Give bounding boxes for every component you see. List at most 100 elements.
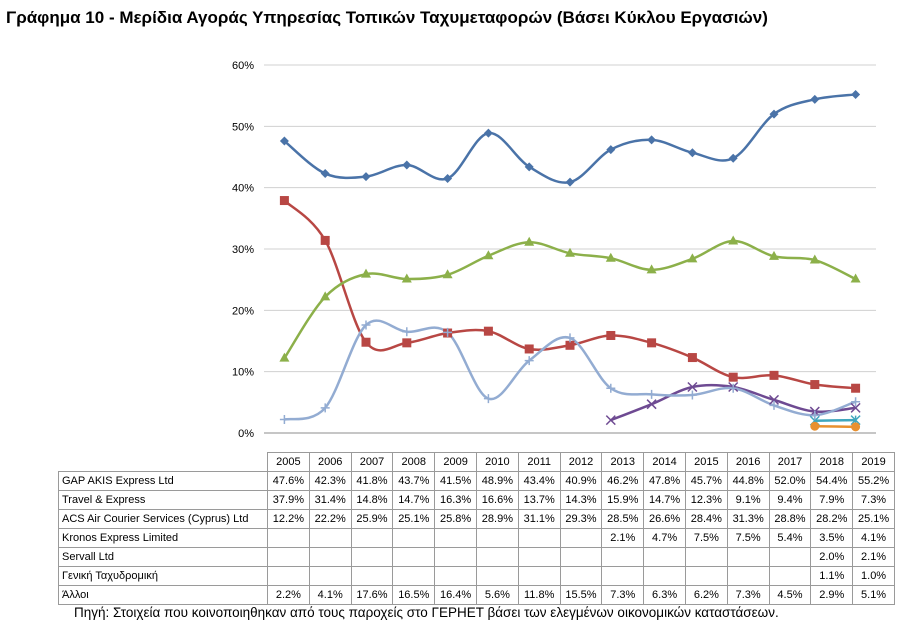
table-row: Άλλοι 2.2% 4.1% 17.6% 16.5% 16.4% 5.6% 11.8% 15.… (58, 585, 895, 605)
data-point (361, 337, 371, 347)
data-label: 14.3% (559, 490, 603, 510)
table-row: Servall Ltd 2.0% 2.1% (58, 547, 895, 567)
x-tick-label: 2011 (517, 452, 561, 472)
data-label: 54.4% (810, 471, 854, 491)
data-point (605, 415, 616, 426)
data-point (402, 327, 412, 337)
data-label (517, 528, 561, 548)
data-label: 7.5% (726, 528, 770, 548)
x-tick-label: 2015 (684, 452, 728, 472)
data-label (308, 528, 352, 548)
data-label (559, 566, 603, 586)
table-row: ACS Air Courier Services (Cyprus) Ltd 12.… (58, 509, 895, 529)
data-label: 6.3% (643, 585, 686, 605)
data-point (728, 383, 738, 393)
data-label: 6.2% (684, 585, 728, 605)
y-tick-label: 0% (238, 428, 254, 440)
data-label: 14.7% (643, 490, 686, 510)
data-point (279, 352, 290, 362)
data-label: 15.9% (601, 490, 645, 510)
data-label: 16.5% (392, 585, 436, 605)
data-label: 25.1% (852, 509, 895, 529)
data-label: 16.3% (434, 490, 477, 510)
data-point (605, 252, 616, 262)
data-label (434, 566, 477, 586)
data-label: 25.1% (392, 509, 436, 529)
data-label (392, 528, 436, 548)
data-label: 17.6% (350, 585, 394, 605)
data-table: 2005 2006 2007 2008 2009 2010 2011 2012 2013 2014… (58, 452, 895, 605)
series-name: ACS Air Courier Services (Cyprus) Ltd (58, 509, 268, 529)
x-tick-label: 2019 (852, 452, 895, 472)
data-label (475, 547, 519, 567)
series-name: Kronos Express Limited (58, 528, 268, 548)
data-point (810, 380, 820, 390)
data-label (267, 528, 310, 548)
data-label: 4.7% (643, 528, 686, 548)
data-label (684, 547, 728, 567)
data-label: 2.0% (810, 547, 854, 567)
data-point (443, 173, 453, 183)
x-tick-label: 2012 (559, 452, 603, 472)
x-tick-label: 2006 (308, 452, 352, 472)
data-label: 12.2% (267, 509, 310, 529)
data-point (483, 128, 493, 138)
data-label: 26.6% (643, 509, 686, 529)
data-label (350, 528, 394, 548)
data-label (601, 547, 645, 567)
data-label: 46.2% (601, 471, 645, 491)
data-label: 42.3% (308, 471, 352, 491)
data-label: 47.6% (267, 471, 310, 491)
data-point (728, 372, 738, 382)
y-axis-ticks: 0% 10% 20% 30% 40% 50% 60% (232, 60, 254, 440)
data-label: 40.9% (559, 471, 603, 491)
data-label: 55.2% (852, 471, 895, 491)
data-point (279, 415, 289, 425)
data-label: 11.8% (517, 585, 561, 605)
data-label: 37.9% (267, 490, 310, 510)
data-label: 2.1% (852, 547, 895, 567)
data-label: 7.9% (810, 490, 854, 510)
data-point (606, 145, 616, 155)
data-label (392, 566, 436, 586)
series-name: GAP AKIS Express Ltd (58, 471, 268, 491)
data-point (606, 383, 616, 393)
data-label: 3.5% (810, 528, 854, 548)
data-label: 28.9% (475, 509, 519, 529)
x-tick-label: 2013 (601, 452, 645, 472)
data-label: 15.5% (559, 585, 603, 605)
data-label: 4.1% (852, 528, 895, 548)
data-label: 28.5% (601, 509, 645, 529)
table-corner-cell (58, 452, 268, 472)
data-label (392, 547, 436, 567)
chart-title: Γράφημα 10 - Μερίδια Αγοράς Υπηρεσίας Το… (6, 8, 768, 27)
data-label (350, 547, 394, 567)
data-label: 12.3% (684, 490, 728, 510)
data-label: 48.9% (475, 471, 519, 491)
table-row: GAP AKIS Express Ltd 47.6% 42.3% 41.8% 43.7%… (58, 471, 895, 491)
y-tick-label: 30% (232, 244, 254, 256)
data-label (308, 547, 352, 567)
data-point (361, 320, 371, 330)
data-label (643, 547, 686, 567)
data-point (565, 340, 575, 350)
data-point (728, 153, 738, 163)
data-label: 16.6% (475, 490, 519, 510)
data-label: 2.2% (267, 585, 310, 605)
data-label (267, 566, 310, 586)
data-point (320, 403, 330, 413)
series-line-1 (283, 199, 856, 390)
data-point (851, 383, 861, 393)
data-label: 7.3% (601, 585, 645, 605)
x-tick-label: 2014 (643, 452, 686, 472)
y-tick-label: 20% (232, 305, 254, 317)
data-label (726, 566, 770, 586)
x-tick-label: 2005 (267, 452, 310, 472)
data-point (483, 326, 493, 336)
x-tick-label: 2010 (475, 452, 519, 472)
series-line-0 (283, 93, 856, 184)
table-row: Γενική Ταχυδρομική 1.1% 1.0% (58, 566, 895, 586)
data-label: 4.5% (768, 585, 812, 605)
data-point (402, 160, 412, 170)
data-point (401, 273, 412, 283)
